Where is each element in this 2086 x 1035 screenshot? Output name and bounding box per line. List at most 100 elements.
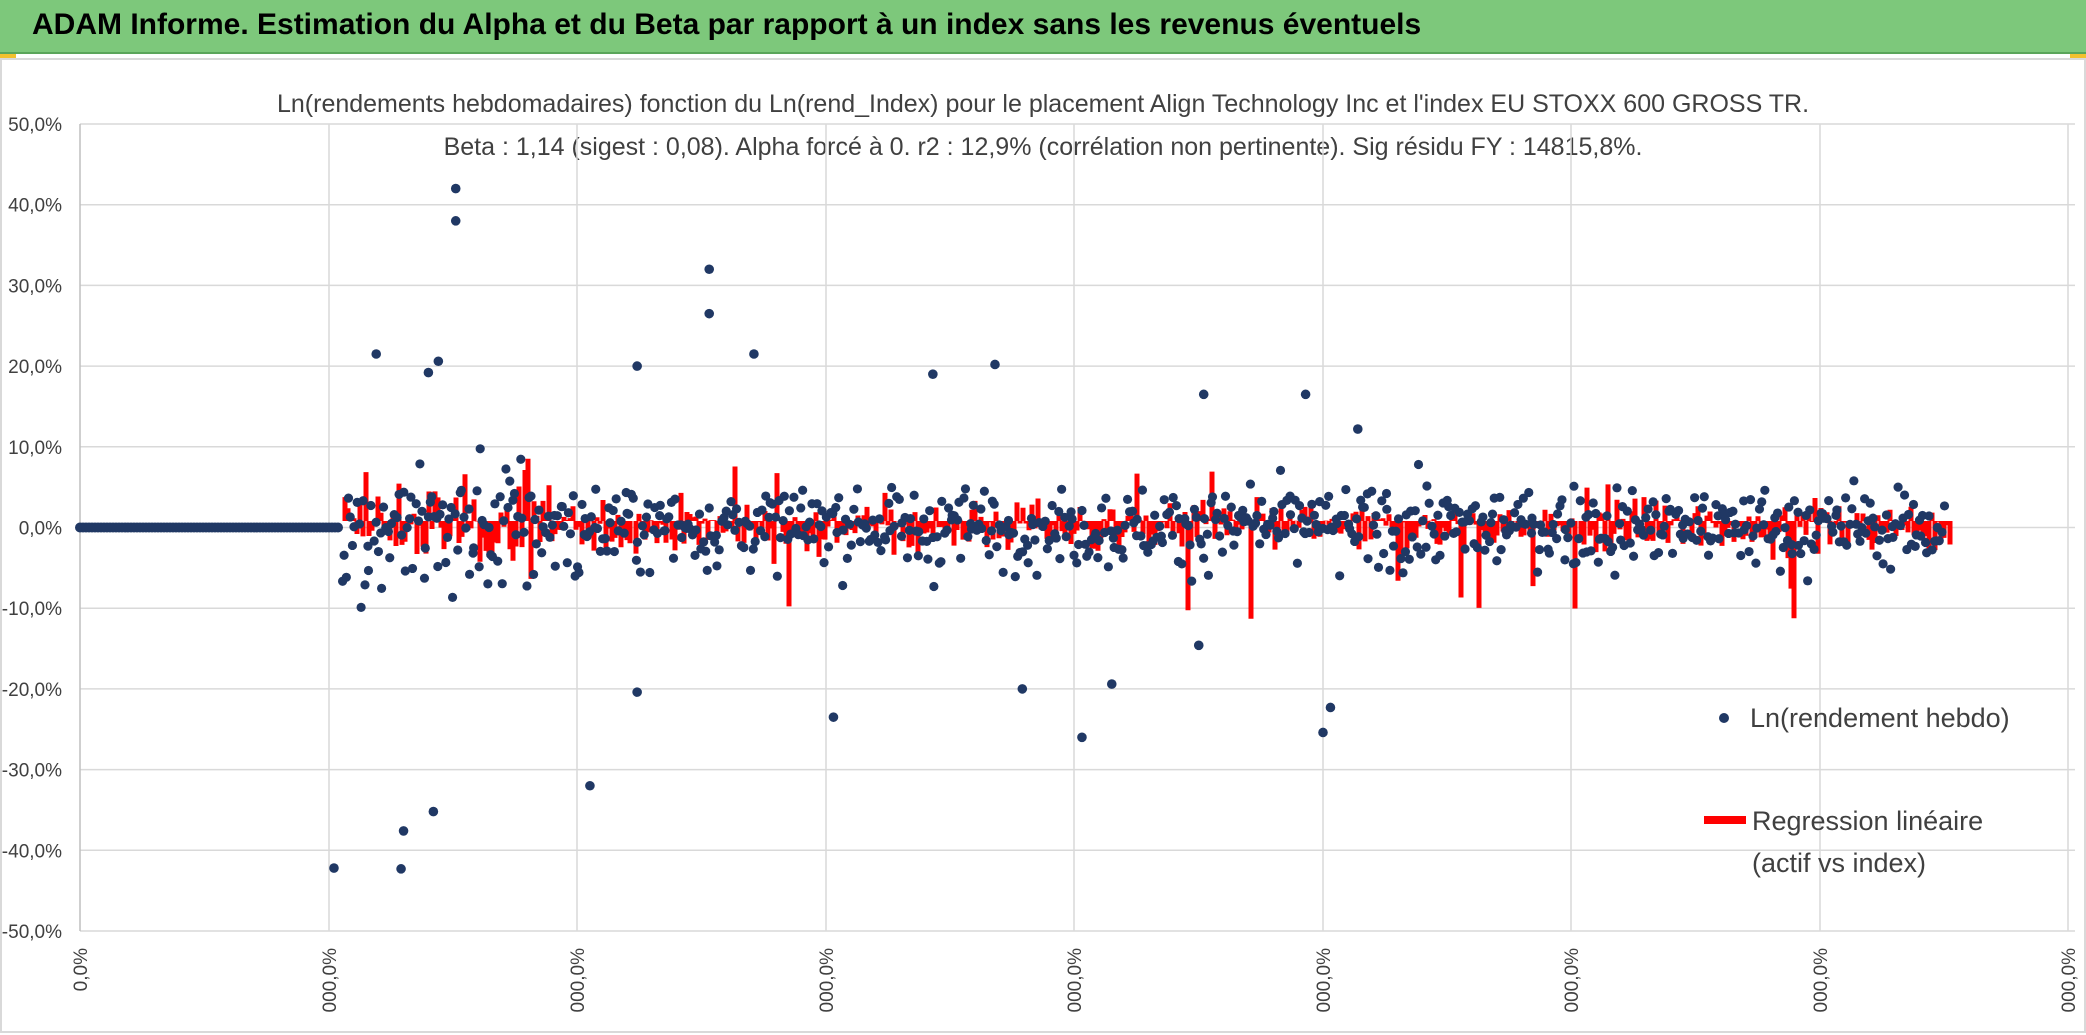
data-point xyxy=(1238,505,1248,515)
data-point xyxy=(1793,507,1803,517)
data-point xyxy=(1625,538,1635,548)
data-point xyxy=(1748,531,1758,541)
data-point xyxy=(1285,510,1296,520)
data-point xyxy=(363,565,374,576)
legend-label-regression: (actif vs index) xyxy=(1752,848,1926,878)
data-point xyxy=(1464,516,1475,526)
x-axis-ticks: 0,0% 000,0% 000,0% 000,0% 000,0% 000,0% 000,0%… xyxy=(71,948,2080,1013)
data-point xyxy=(1226,502,1236,512)
data-point xyxy=(1064,521,1074,531)
data-point xyxy=(1492,556,1502,566)
data-point xyxy=(1273,533,1284,543)
data-point xyxy=(1874,535,1885,545)
data-point xyxy=(1072,558,1082,568)
data-point xyxy=(420,543,430,553)
data-point xyxy=(896,531,907,541)
data-point xyxy=(1372,529,1382,539)
data-point xyxy=(517,513,527,523)
data-point xyxy=(385,553,395,563)
data-point xyxy=(592,523,603,534)
data-point xyxy=(602,546,612,556)
corner-marker-right xyxy=(2070,54,2086,60)
data-point xyxy=(493,556,503,566)
data-point xyxy=(874,514,885,524)
data-point xyxy=(1137,485,1148,495)
data-point xyxy=(842,553,852,563)
data-point xyxy=(383,526,394,537)
data-point xyxy=(1811,530,1821,540)
data-point xyxy=(1805,505,1815,515)
data-point xyxy=(1094,535,1104,546)
data-point xyxy=(413,516,424,526)
data-point xyxy=(1524,487,1534,498)
data-point xyxy=(1359,502,1369,513)
data-point xyxy=(1714,534,1724,544)
data-point xyxy=(519,527,529,537)
data-point xyxy=(1069,550,1079,560)
data-point xyxy=(1379,548,1389,559)
data-point xyxy=(1841,493,1851,503)
data-point xyxy=(1412,542,1422,552)
data-point xyxy=(453,545,463,555)
data-point xyxy=(757,505,767,515)
zero-return-run xyxy=(75,522,343,533)
data-point xyxy=(423,367,434,378)
data-point xyxy=(600,533,610,544)
data-point xyxy=(1150,510,1160,520)
data-point xyxy=(530,514,540,525)
data-point xyxy=(701,546,711,556)
y-tick-label: -20,0% xyxy=(2,680,62,701)
data-point xyxy=(1351,514,1362,524)
data-point xyxy=(562,558,572,568)
data-point xyxy=(411,499,421,509)
data-point xyxy=(1622,506,1632,516)
data-point xyxy=(450,183,461,194)
data-point xyxy=(631,555,642,565)
data-point xyxy=(1529,519,1539,529)
data-point xyxy=(1653,547,1664,558)
data-point xyxy=(1888,532,1898,542)
data-point xyxy=(557,501,567,512)
data-point xyxy=(959,493,969,503)
data-point xyxy=(398,826,409,836)
data-point xyxy=(819,558,829,568)
data-point xyxy=(1822,514,1832,524)
data-point xyxy=(1809,544,1819,554)
y-tick-label: -10,0% xyxy=(2,599,62,620)
data-point xyxy=(1155,521,1165,531)
data-point xyxy=(849,504,859,514)
data-point xyxy=(1057,484,1067,494)
data-point xyxy=(528,569,539,580)
data-point xyxy=(668,553,679,563)
data-point xyxy=(1061,531,1071,542)
data-point xyxy=(509,488,520,499)
data-point xyxy=(559,521,569,531)
data-point xyxy=(1400,547,1411,557)
data-point xyxy=(1164,507,1175,517)
data-point xyxy=(770,512,781,522)
data-point xyxy=(419,573,430,583)
data-point xyxy=(459,512,469,522)
data-point xyxy=(1495,492,1505,503)
data-point xyxy=(624,509,634,519)
data-point xyxy=(643,499,653,509)
data-point xyxy=(341,572,351,582)
data-point xyxy=(635,567,646,577)
data-point xyxy=(495,492,505,502)
data-point xyxy=(1220,491,1231,501)
data-point xyxy=(952,515,963,525)
data-point xyxy=(1651,510,1661,520)
data-point xyxy=(1112,525,1123,535)
data-point xyxy=(497,579,507,589)
data-point xyxy=(1586,546,1596,556)
data-point xyxy=(655,500,665,510)
data-point xyxy=(1741,521,1752,531)
data-point xyxy=(1202,529,1212,539)
data-point xyxy=(834,493,844,503)
data-point xyxy=(1003,515,1014,526)
data-point xyxy=(1937,527,1947,537)
data-point xyxy=(1084,547,1094,557)
data-point xyxy=(1535,520,1546,530)
y-tick-label: -40,0% xyxy=(2,841,62,862)
